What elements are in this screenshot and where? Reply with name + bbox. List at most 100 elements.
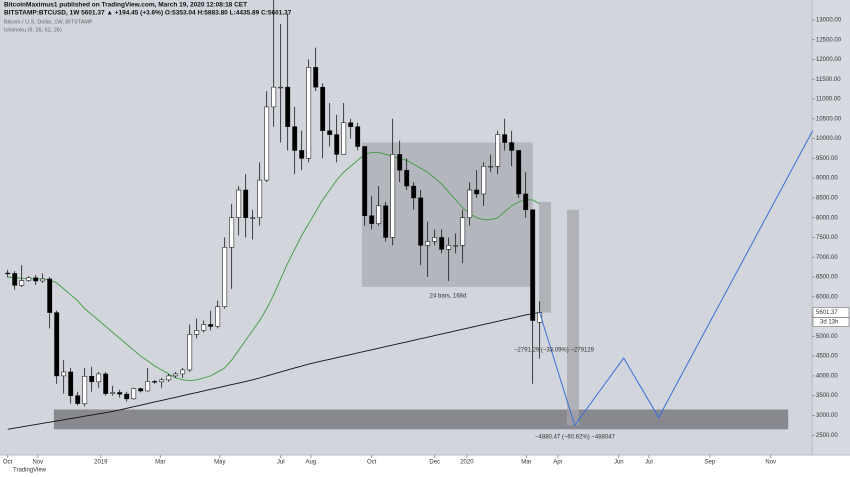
candle-body xyxy=(313,67,319,88)
candle-body xyxy=(509,142,515,151)
x-tick-label: Jul xyxy=(277,460,285,466)
zone xyxy=(539,201,551,313)
candle-body xyxy=(103,373,109,394)
candle-body xyxy=(285,86,291,127)
candle-body xyxy=(523,193,529,211)
x-tick-label: 2019 xyxy=(94,460,108,466)
candle-body xyxy=(278,86,284,89)
y-tick-label: 8500.00 xyxy=(816,195,838,201)
y-tick-label: 9000.00 xyxy=(816,176,838,182)
x-tick-label: Oct xyxy=(3,460,13,466)
candle-body xyxy=(355,126,361,147)
last-price-label: 5601.37 xyxy=(816,310,838,316)
candle-body xyxy=(215,306,221,327)
candle-body xyxy=(124,393,130,400)
candle-body xyxy=(173,373,179,377)
candle-body xyxy=(271,86,277,108)
candle-body xyxy=(404,169,410,187)
y-tick-label: 6500.00 xyxy=(816,275,838,281)
x-tick-label: Jul xyxy=(645,460,653,466)
candle-body xyxy=(467,189,473,218)
countdown-box xyxy=(812,317,850,327)
y-tick-label: 10500.00 xyxy=(816,116,842,122)
annotation: −2791.29 (−33.09%) −279129 xyxy=(514,348,595,354)
candle-body xyxy=(187,334,193,371)
annotation: 24 bars, 168d xyxy=(430,294,467,300)
x-tick-label: Mar xyxy=(155,460,165,466)
candle-body xyxy=(236,189,242,218)
projection-line xyxy=(539,130,814,427)
candle-body xyxy=(341,122,347,155)
y-tick-label: 11500.00 xyxy=(816,77,841,83)
candle-body xyxy=(152,381,158,383)
y-tick-label: 12000.00 xyxy=(816,57,842,63)
x-tick-label: Mar xyxy=(521,460,531,466)
y-tick-label: 4500.00 xyxy=(816,354,838,360)
x-tick-label: May xyxy=(214,460,225,466)
y-tick-label: 7500.00 xyxy=(816,235,838,241)
candle-body xyxy=(110,392,116,394)
candle-body xyxy=(446,245,452,250)
indicator-label: Ichimoku (9, 26, 52, 26) xyxy=(4,27,62,33)
y-tick-label: 4000.00 xyxy=(816,373,838,379)
y-tick-label: 2500.00 xyxy=(816,433,838,439)
x-tick-label: Oct xyxy=(367,460,377,466)
candle-body xyxy=(19,280,25,286)
y-tick-label: 10000.00 xyxy=(816,136,842,142)
candle-body xyxy=(418,197,424,246)
candle-body xyxy=(369,215,375,224)
y-tick-label: 6000.00 xyxy=(816,294,838,300)
footer: TradingView xyxy=(13,468,47,474)
candle-body xyxy=(222,247,228,307)
candle-body xyxy=(453,245,459,247)
candle-body xyxy=(40,278,46,282)
candle-body xyxy=(26,277,32,281)
chart-title: Bitcoin / U.S. Dollar, 1W, BITSTAMP xyxy=(4,19,93,25)
x-tick-label: Aug xyxy=(305,460,316,466)
x-tick-label: Apr xyxy=(553,460,562,466)
zone xyxy=(53,409,789,430)
candle-body xyxy=(439,237,445,250)
candle-body xyxy=(383,205,389,238)
y-tick-label: 7000.00 xyxy=(816,255,838,261)
candle-body xyxy=(33,277,39,282)
candle-body xyxy=(299,150,305,159)
x-tick-label: Sep xyxy=(704,460,715,466)
x-tick-label: Nov xyxy=(765,460,776,466)
candle-body xyxy=(96,373,102,383)
candle-body xyxy=(537,312,543,323)
candle-body xyxy=(166,375,172,381)
zone xyxy=(567,209,579,426)
candle-body xyxy=(320,86,326,131)
candle-body xyxy=(432,237,438,242)
candle-body xyxy=(208,324,214,327)
candle-body xyxy=(460,217,466,246)
y-tick-label: 5000.00 xyxy=(816,334,838,340)
candle-body xyxy=(264,106,270,181)
candle-body xyxy=(54,312,60,377)
candle-body xyxy=(12,273,18,286)
countdown: 3d 13h xyxy=(820,320,838,326)
publisher: BitcoinMaximus1 published on TradingView… xyxy=(4,2,247,9)
y-tick-label: 3000.00 xyxy=(816,413,838,419)
candle-body xyxy=(306,67,312,159)
candle-body xyxy=(397,154,403,171)
candle-body xyxy=(75,395,81,404)
candle-body xyxy=(376,205,382,224)
candle-body xyxy=(516,150,522,195)
candle-body xyxy=(117,392,123,395)
y-tick-label: 9500.00 xyxy=(816,156,838,162)
candle-body xyxy=(159,379,165,383)
candle-body xyxy=(145,381,151,392)
y-tick-label: 3500.00 xyxy=(816,393,838,399)
candle-body xyxy=(68,371,74,396)
candle-body xyxy=(47,278,53,313)
candle-body xyxy=(390,154,396,238)
candle-body xyxy=(138,388,144,392)
candle-body xyxy=(411,185,417,199)
candle-body xyxy=(61,371,67,377)
candle-body xyxy=(5,272,11,275)
candle-body xyxy=(243,189,249,218)
candle-body xyxy=(201,324,207,331)
